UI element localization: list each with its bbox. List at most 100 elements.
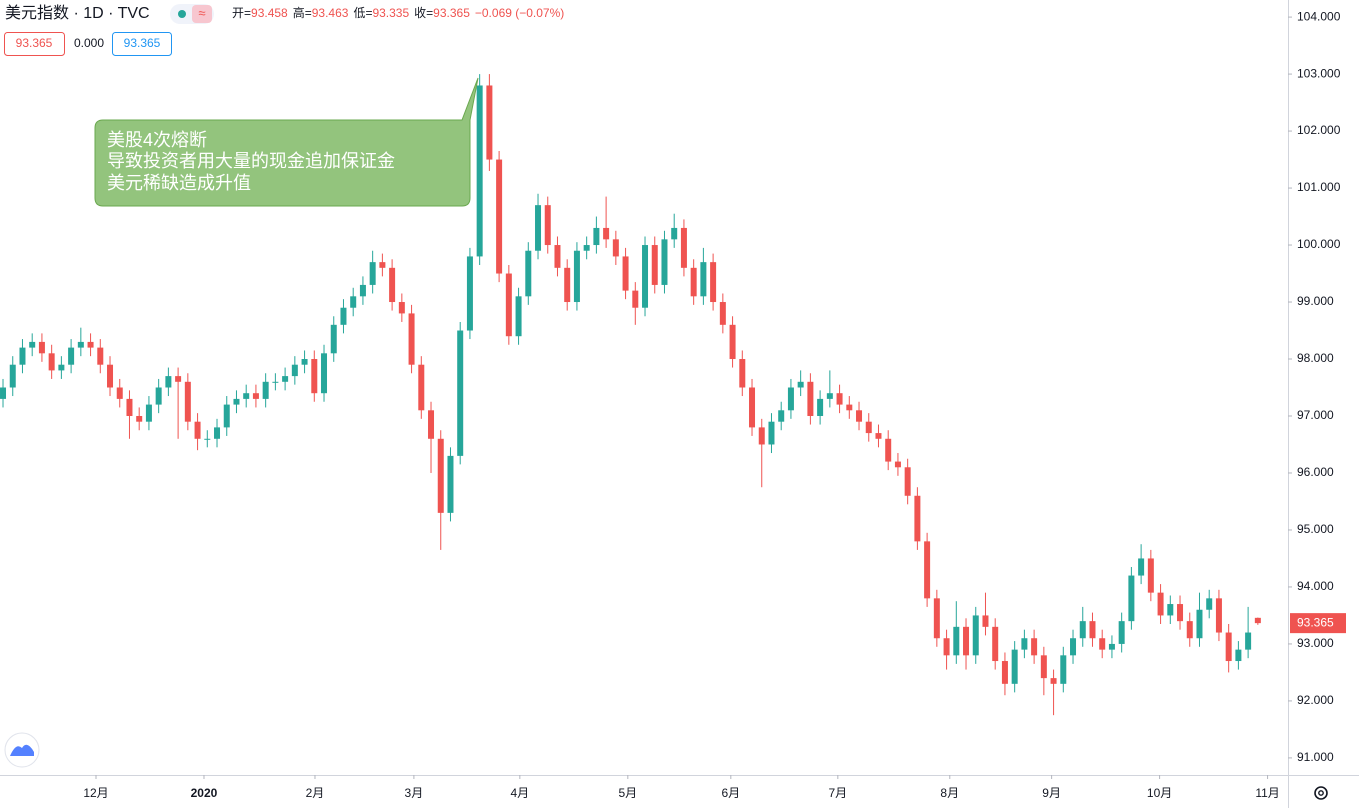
candle-body bbox=[817, 398, 824, 416]
candle-body bbox=[476, 85, 483, 257]
candle-body bbox=[97, 347, 104, 365]
candle-body bbox=[642, 245, 649, 308]
symbol: 美元指数 · 1D · TVC bbox=[5, 4, 150, 22]
candle-body bbox=[505, 273, 512, 337]
candle-body bbox=[651, 245, 658, 285]
candle-body bbox=[1011, 649, 1018, 684]
candle-body bbox=[272, 381, 279, 383]
y-tick-label: 95.000 bbox=[1297, 522, 1334, 536]
candle-body bbox=[428, 410, 435, 439]
candle-body bbox=[1128, 575, 1135, 622]
candle-body bbox=[252, 393, 259, 399]
candle-body bbox=[554, 245, 561, 268]
candle-body bbox=[544, 205, 551, 246]
y-tick-label: 93.000 bbox=[1297, 636, 1334, 650]
candle-body bbox=[359, 284, 366, 297]
candle-body bbox=[593, 227, 600, 246]
candle-body bbox=[1138, 558, 1145, 576]
settings-button[interactable] bbox=[1314, 786, 1328, 800]
candle-body bbox=[1206, 598, 1213, 610]
axes: 91.000 92.000 93.000 94.000 95.000 96.000 97.0… bbox=[83, 9, 1340, 800]
y-tick-label: 96.000 bbox=[1297, 465, 1334, 479]
candle-body bbox=[1001, 661, 1008, 684]
last-price-box bbox=[1290, 613, 1346, 634]
candle-body bbox=[787, 387, 794, 411]
ohlc-key: 高= bbox=[293, 5, 312, 20]
x-tick-label: 7月 bbox=[828, 786, 847, 800]
candle-body bbox=[29, 341, 36, 348]
candle-body bbox=[1070, 638, 1077, 656]
candle-body bbox=[496, 159, 503, 274]
candle-body bbox=[573, 250, 580, 303]
candle-body bbox=[865, 421, 872, 434]
annotation-box bbox=[94, 77, 479, 207]
candle-body bbox=[982, 615, 989, 627]
candle-body bbox=[953, 626, 960, 656]
candle-body bbox=[729, 324, 736, 360]
candle-body bbox=[262, 381, 269, 399]
candle-body bbox=[184, 381, 191, 422]
candle-body bbox=[690, 267, 697, 297]
candle-body bbox=[1089, 621, 1096, 639]
candle-body bbox=[418, 364, 425, 411]
candle-body bbox=[700, 262, 707, 297]
candle-body bbox=[807, 381, 814, 416]
candle-body bbox=[885, 438, 892, 462]
y-tick-label: 102.000 bbox=[1297, 123, 1341, 137]
candle-body bbox=[778, 410, 785, 422]
x-tick-label: 3月 bbox=[405, 786, 424, 800]
candle-body bbox=[1118, 621, 1125, 644]
ohlc-change: −0.069 (−0.07%) bbox=[475, 6, 564, 20]
candle-body bbox=[1050, 678, 1057, 684]
x-tick-label: 8月 bbox=[940, 786, 959, 800]
x-tick-label: 9月 bbox=[1042, 786, 1061, 800]
candle-body bbox=[282, 376, 289, 382]
y-tick-label: 97.000 bbox=[1297, 408, 1334, 422]
candle-body bbox=[457, 330, 464, 456]
candle-body bbox=[48, 353, 55, 371]
candle-body bbox=[87, 341, 94, 348]
candle-body bbox=[58, 364, 65, 371]
candle-body bbox=[398, 302, 405, 314]
candle-body bbox=[1254, 617, 1261, 624]
candle-body bbox=[1031, 638, 1038, 656]
indicator-value: 93.365 bbox=[124, 36, 161, 50]
candle-body bbox=[1225, 632, 1232, 662]
candle-body bbox=[1060, 655, 1067, 684]
candle-body bbox=[612, 239, 619, 257]
y-tick-label: 94.000 bbox=[1297, 579, 1334, 593]
candle-body bbox=[749, 387, 756, 428]
candle-body bbox=[768, 421, 775, 445]
candle-body bbox=[447, 455, 454, 513]
candle-body bbox=[1186, 621, 1193, 639]
candle-body bbox=[1108, 643, 1115, 650]
candle-body bbox=[1235, 649, 1242, 662]
x-tick-label: 4月 bbox=[510, 786, 529, 800]
candle-body bbox=[38, 341, 45, 354]
candle-body bbox=[9, 364, 16, 388]
candle-body bbox=[437, 438, 444, 513]
indicator-box[interactable] bbox=[4, 32, 65, 56]
candle-body bbox=[19, 347, 26, 365]
candle-body bbox=[107, 364, 114, 388]
candle-body bbox=[301, 359, 308, 365]
x-tick-label: 10月 bbox=[1147, 786, 1172, 800]
candle-body bbox=[933, 598, 940, 639]
candle-body bbox=[758, 427, 765, 445]
ohlc-key: 低= bbox=[353, 6, 372, 20]
candle-body bbox=[564, 267, 571, 303]
candle-body bbox=[904, 467, 911, 496]
annotation-line: 美股4次熔断 bbox=[107, 130, 207, 150]
candle-body bbox=[233, 398, 240, 405]
indicator-box[interactable] bbox=[112, 32, 172, 56]
candle-body bbox=[486, 85, 493, 160]
candles bbox=[0, 74, 1261, 716]
x-tick-label: 12月 bbox=[83, 786, 108, 800]
candle-body bbox=[68, 347, 75, 365]
y-tick-label: 103.000 bbox=[1297, 66, 1341, 80]
candle-body bbox=[145, 404, 152, 422]
candle-body bbox=[1245, 632, 1252, 650]
logo[interactable] bbox=[4, 732, 40, 768]
candle-body bbox=[369, 262, 376, 285]
